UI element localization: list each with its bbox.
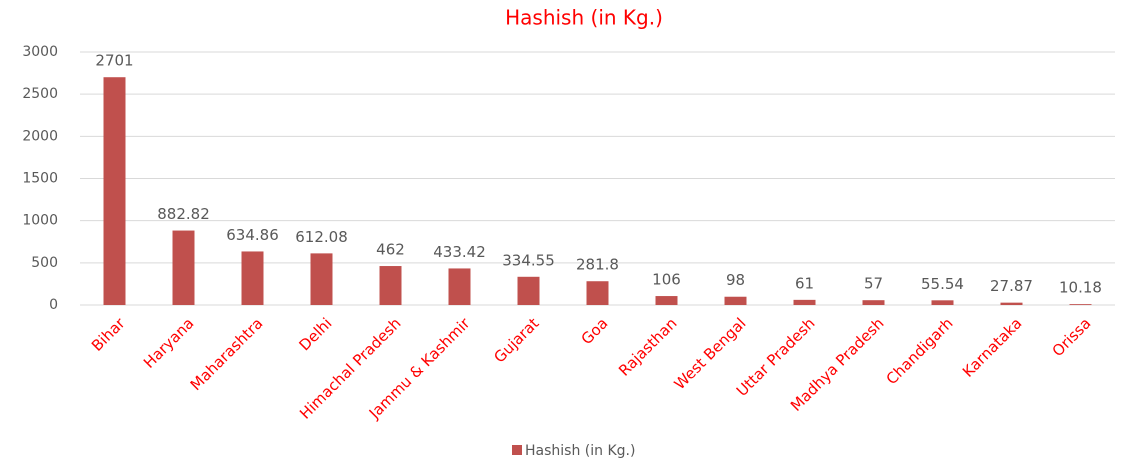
- data-label: 462: [376, 241, 405, 259]
- bar: [241, 251, 264, 305]
- x-tick-label: Goa: [578, 314, 612, 348]
- bar: [448, 268, 471, 305]
- data-label: 433.42: [433, 243, 486, 261]
- bar: [379, 266, 402, 305]
- data-label: 882.82: [157, 205, 210, 223]
- data-label: 57: [864, 275, 883, 293]
- y-tick-label: 3000: [22, 44, 58, 60]
- y-tick-label: 1000: [22, 213, 58, 229]
- data-label: 10.18: [1059, 279, 1102, 297]
- data-label: 634.86: [226, 226, 279, 244]
- data-label: 61: [795, 274, 814, 292]
- data-label: 27.87: [990, 277, 1033, 295]
- data-label: 106: [652, 271, 681, 289]
- x-tick-label: Chandigarh: [883, 314, 957, 388]
- chart-title: Hashish (in Kg.): [505, 6, 663, 30]
- bar: [931, 300, 954, 305]
- bar: [310, 253, 333, 305]
- x-tick-label: Karnataka: [959, 314, 1026, 381]
- x-tick-label: Bihar: [88, 314, 129, 355]
- data-label: 2701: [95, 52, 133, 70]
- bar: [586, 281, 609, 305]
- bar: [1069, 304, 1092, 305]
- y-tick-label: 1500: [22, 171, 58, 187]
- x-tick-label: Maharashtra: [187, 314, 267, 394]
- x-tick-label: Rajasthan: [615, 314, 680, 379]
- bar: [172, 230, 195, 305]
- data-label: 612.08: [295, 228, 348, 246]
- bar: [655, 296, 678, 305]
- legend-swatch: [512, 445, 522, 455]
- y-tick-label: 0: [49, 297, 58, 313]
- data-label: 55.54: [921, 275, 964, 293]
- data-label: 334.55: [502, 251, 555, 269]
- bar: [793, 299, 816, 305]
- y-tick-label: 2000: [22, 128, 58, 144]
- data-label: 98: [726, 271, 745, 289]
- bar: [1000, 302, 1023, 305]
- bar: [862, 300, 885, 305]
- x-tick-label: Haryana: [140, 314, 198, 372]
- bar: [724, 296, 747, 305]
- data-label: 281.8: [576, 256, 619, 274]
- bar: [103, 77, 126, 305]
- bar: [517, 276, 540, 305]
- x-tick-label: Delhi: [295, 314, 335, 354]
- legend-label: Hashish (in Kg.): [525, 443, 635, 459]
- y-tick-label: 500: [31, 255, 58, 271]
- x-tick-label: Gujarat: [490, 314, 542, 366]
- x-tick-label: Orissa: [1049, 314, 1095, 360]
- y-tick-label: 2500: [22, 86, 58, 102]
